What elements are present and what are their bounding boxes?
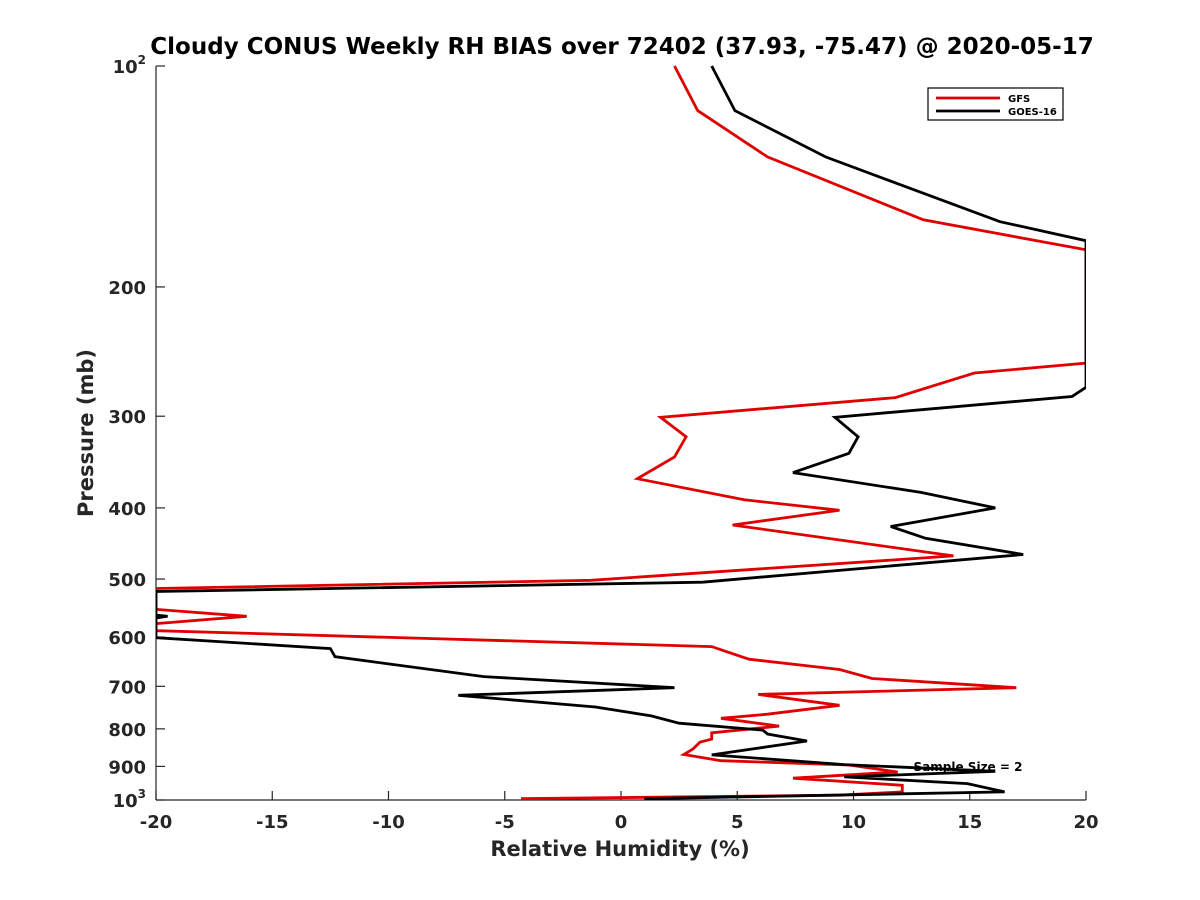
legend-label-goes-16: GOES-16 (1008, 107, 1057, 118)
x-tick-label: -20 (140, 812, 173, 833)
x-tick-label: 5 (731, 812, 744, 833)
y-tick-label: 800 (108, 720, 146, 741)
x-tick-label: -5 (495, 812, 515, 833)
y-tick-label: 400 (108, 499, 146, 520)
x-tick-label: 0 (615, 812, 628, 833)
y-tick-label: 700 (108, 677, 146, 698)
chart-title: Cloudy CONUS Weekly RH BIAS over 72402 (… (150, 34, 1093, 60)
y-tick-label: 600 (108, 628, 146, 649)
y-tick-label: 103 (113, 787, 146, 812)
x-tick-label: 20 (1073, 812, 1098, 833)
y-tick-label: 200 (108, 278, 146, 299)
legend-label-gfs: GFS (1008, 94, 1030, 105)
y-tick-label: 900 (108, 757, 146, 778)
x-tick-label: -15 (256, 812, 289, 833)
legend-box (927, 87, 1064, 121)
y-tick-label: 500 (108, 570, 146, 591)
x-tick-label: 10 (841, 812, 866, 833)
y-tick-label: 300 (108, 407, 146, 428)
axes: -20 -15 -10 -5 0 5 10 15 20 102 200 300 400 500 600 700… (108, 53, 1098, 833)
series-line-gfs (156, 65, 1086, 801)
legend: GFS GOES-16 (927, 87, 1064, 121)
x-tick-label: -10 (372, 812, 405, 833)
x-tick-label: 15 (957, 812, 982, 833)
y-axis-label: Pressure (mb) (74, 349, 98, 517)
series-line-goes-16 (156, 65, 1086, 801)
x-axis-label: Relative Humidity (%) (490, 837, 749, 861)
y-tick-label: 102 (113, 53, 146, 78)
sample-size-annotation: Sample Size = 2 (914, 760, 1023, 774)
series-group (156, 65, 1086, 801)
